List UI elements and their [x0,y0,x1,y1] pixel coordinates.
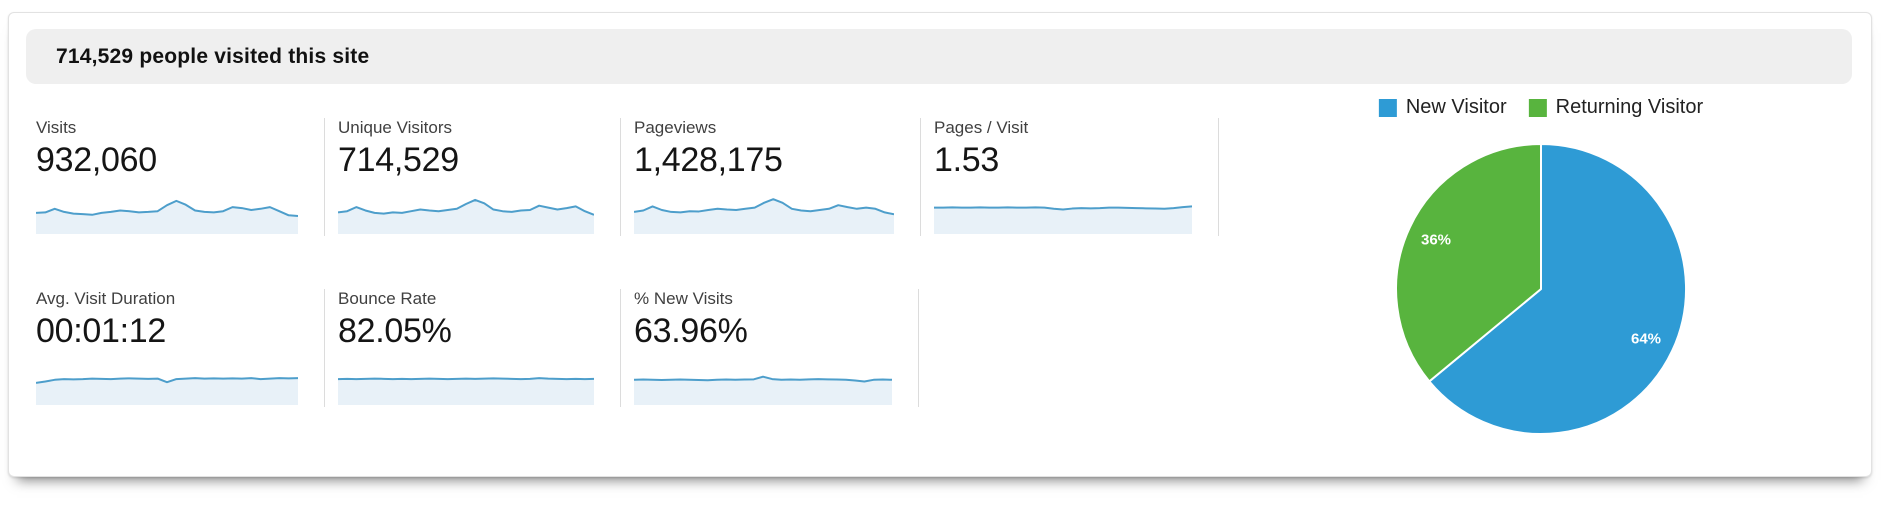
sparkline-line [634,377,892,382]
unique-visitors-sparkline [338,196,594,234]
metric-pageviews: Pageviews 1,428,175 [621,118,921,236]
metric-percent-new-visits: % New Visits 63.96% [621,289,919,407]
pie-slice-returning-visitor [1395,143,1542,383]
visitors-summary-header: 714,529 people visited this site [26,29,1852,84]
metric-row-2: Avg. Visit Duration 00:01:12 Bounce Rate… [36,289,919,407]
metric-label: Unique Visitors [338,118,453,137]
new-visitor-swatch-icon [1378,98,1397,117]
metric-label: Avg. Visit Duration [36,289,176,308]
sparkline-fill [934,206,1192,234]
metric-row-1: Visits 932,060 Unique Visitors 714,529 P… [36,118,1219,236]
legend-item-new-visitor: New Visitor [1378,96,1507,119]
metric-label: Pageviews [634,118,717,137]
pie-slice-new-visitor [1428,143,1688,435]
bounce-rate-sparkline [338,367,594,405]
metric-value: 1,428,175 [634,141,783,179]
legend-label: Returning Visitor [1555,96,1704,118]
metric-unique-visitors: Unique Visitors 714,529 [325,118,621,236]
pageviews-sparkline [634,196,894,234]
metric-label: % New Visits [634,289,733,308]
metric-value: 00:01:12 [36,312,166,350]
metric-label: Visits [36,118,77,137]
sparkline-fill [634,376,892,405]
sparkline-line [634,199,894,214]
metric-value: 1.53 [934,141,999,179]
visitor-type-pie-chart: 64% 36% [1395,143,1688,435]
returning-visitor-swatch-icon [1528,98,1547,117]
metric-pages-per-visit: Pages / Visit 1.53 [921,118,1219,236]
sparkline-fill [338,378,594,405]
legend-item-returning-visitor: Returning Visitor [1528,96,1704,119]
metric-value: 932,060 [36,141,157,179]
pie-slice-percentage-label: 36% [1421,232,1451,249]
legend-label: New Visitor [1405,96,1507,118]
metric-value: 714,529 [338,141,459,179]
percent-new-visits-sparkline [634,367,892,405]
sparkline-line [338,378,594,379]
metric-bounce-rate: Bounce Rate 82.05% [325,289,621,407]
visitor-type-legend: New Visitor Returning Visitor [1378,96,1704,119]
metric-label: Bounce Rate [338,289,437,308]
sparkline-fill [36,200,298,234]
sparkline-fill [36,378,298,405]
metric-avg-visit-duration: Avg. Visit Duration 00:01:12 [36,289,325,407]
metric-value: 63.96% [634,312,748,350]
metric-visits: Visits 932,060 [36,118,325,236]
audience-overview-panel: 714,529 people visited this site Visits … [8,12,1872,477]
visits-sparkline [36,196,298,234]
sparkline-fill [338,199,594,234]
pie-slice-percentage-label: 64% [1631,330,1661,347]
sparkline-line [934,206,1192,209]
visitors-summary-title: 714,529 people visited this site [56,44,370,68]
sparkline-fill [634,199,894,234]
avg-visit-duration-sparkline [36,367,298,405]
metric-label: Pages / Visit [934,118,1029,137]
pages-per-visit-sparkline [934,196,1192,234]
metric-value: 82.05% [338,312,452,350]
sparkline-line [36,378,298,383]
sparkline-line [36,201,298,216]
sparkline-line [338,200,594,215]
